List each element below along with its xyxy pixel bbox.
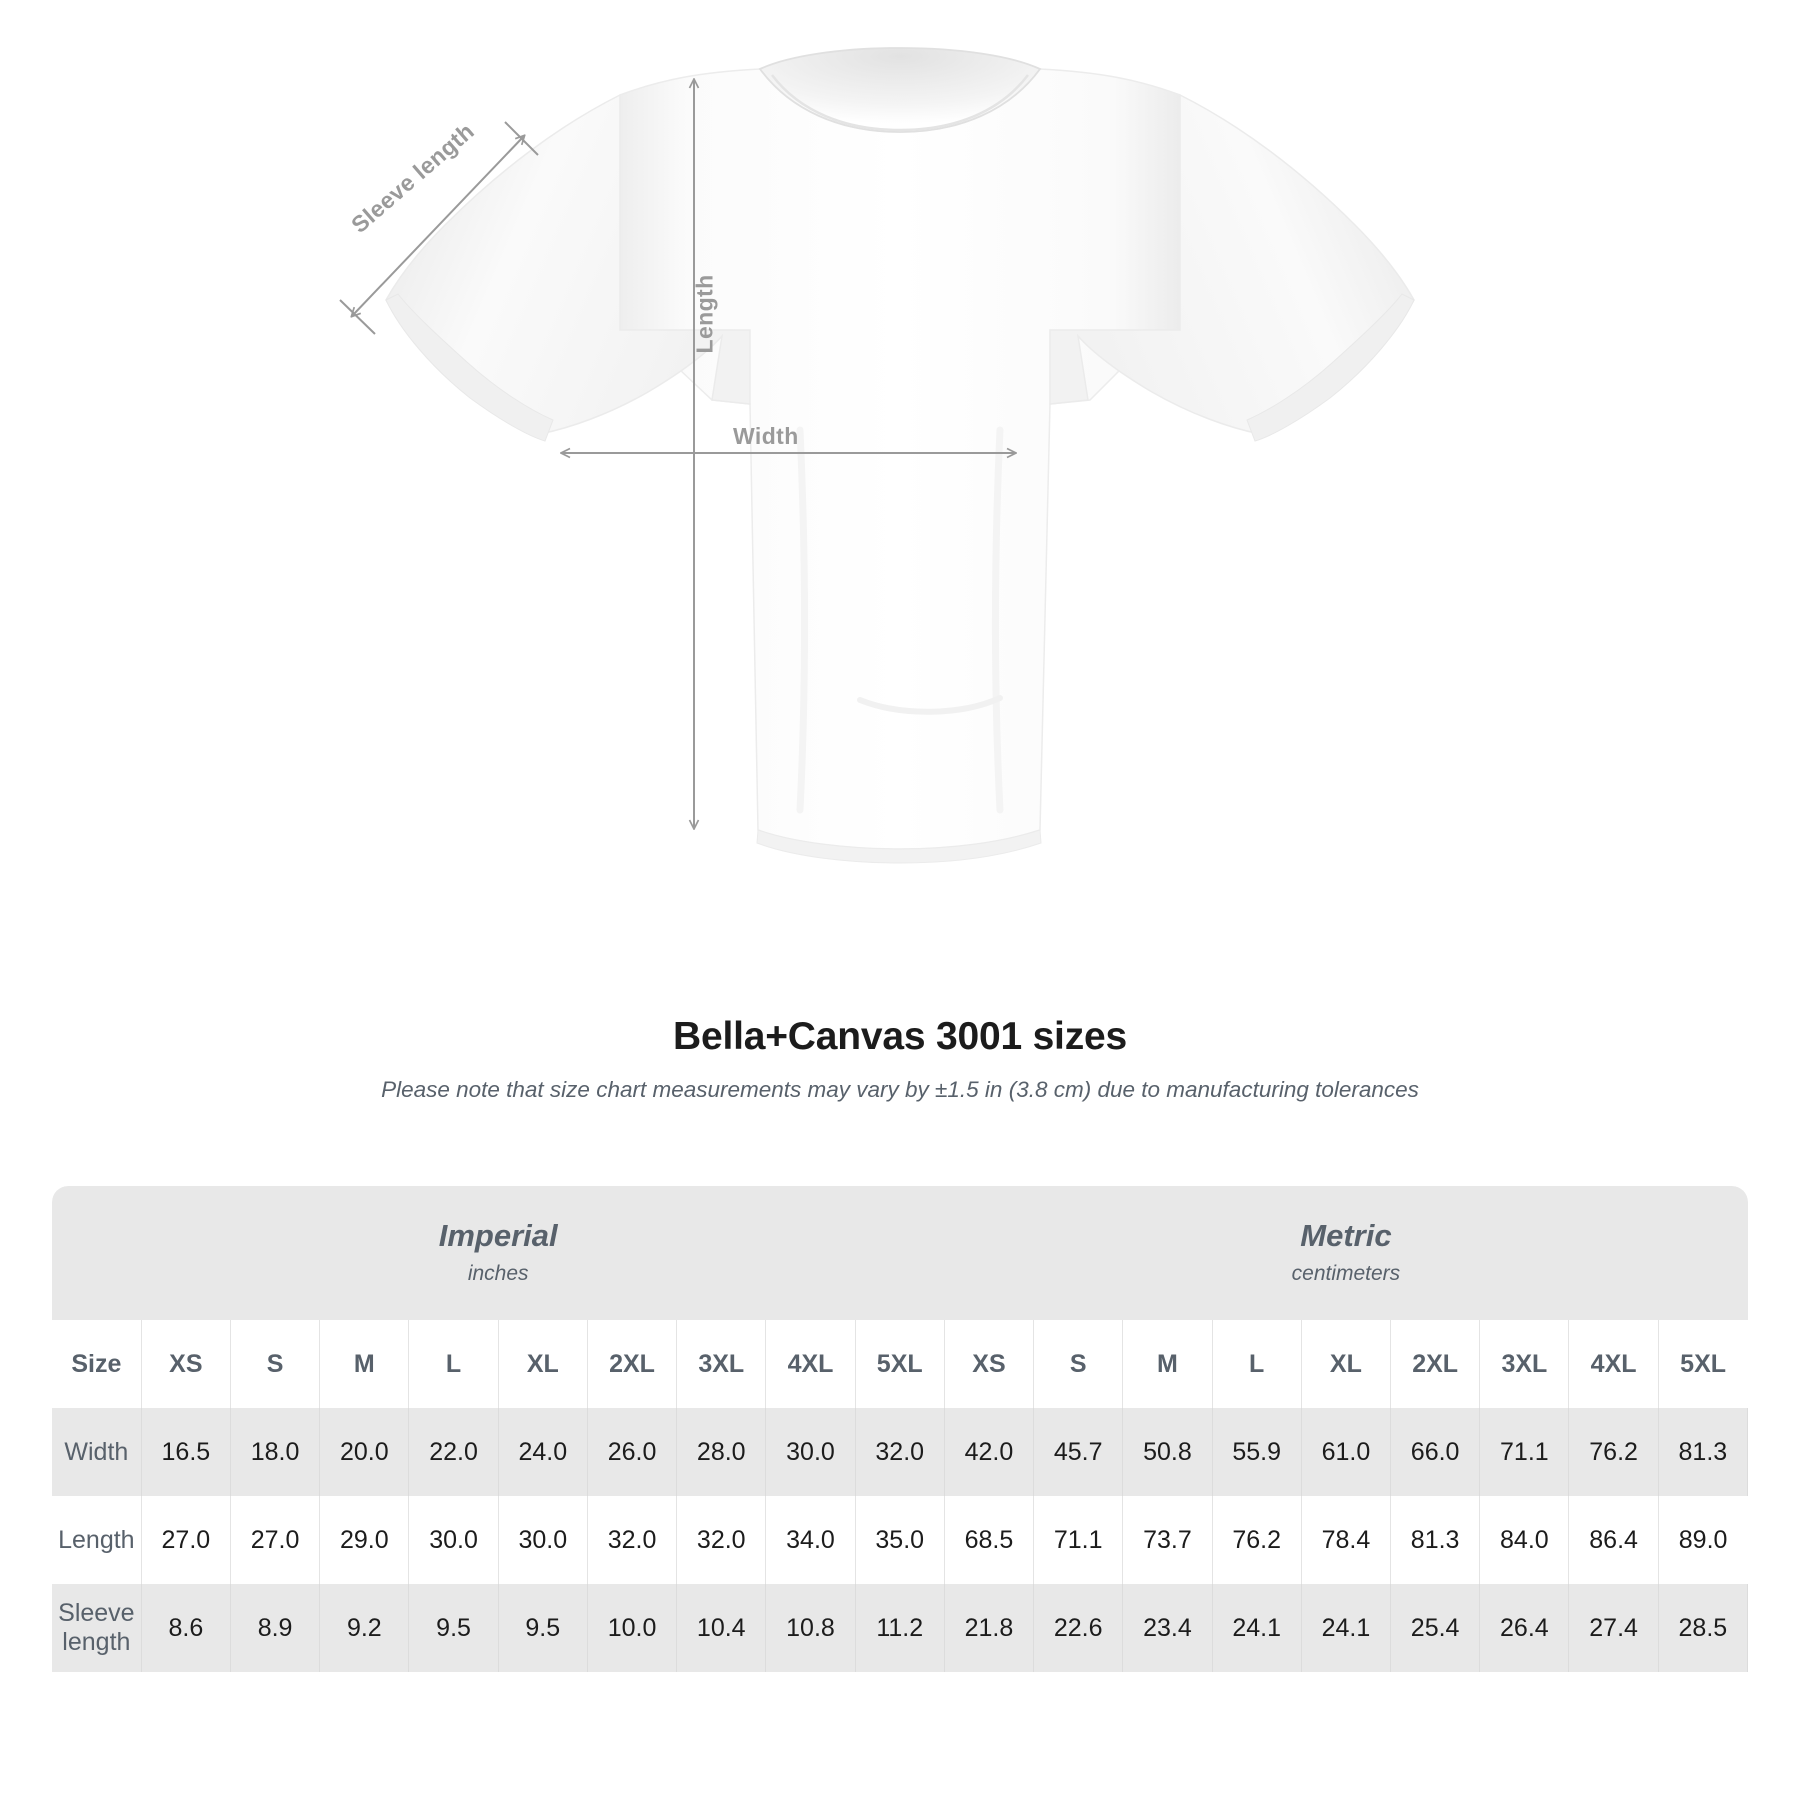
- unit-name-imperial: Imperial: [438, 1218, 558, 1254]
- cell-length-imperial-m: 29.0: [319, 1496, 410, 1584]
- unit-cell-imperial: Imperial inches: [52, 1186, 945, 1320]
- cell-length-imperial-5xl: 35.0: [855, 1496, 945, 1584]
- cell-width-imperial-l: 22.0: [408, 1408, 499, 1496]
- size-header-metric-3xl: 3XL: [1479, 1320, 1570, 1408]
- cell-width-imperial-xl: 24.0: [498, 1408, 588, 1496]
- cell-width-metric-4xl: 76.2: [1568, 1408, 1659, 1496]
- cell-width-metric-xs: 42.0: [943, 1408, 1035, 1496]
- cell-width-metric-l: 55.9: [1212, 1408, 1302, 1496]
- cell-sleeve-metric-xl: 24.1: [1301, 1584, 1392, 1672]
- cell-width-metric-2xl: 66.0: [1390, 1408, 1481, 1496]
- dimension-lines: [339, 80, 1015, 828]
- table-row: Sleeve length 8.6 8.9 9.2 9.5 9.5 10.0 1…: [52, 1584, 1748, 1672]
- cell-width-metric-m: 50.8: [1122, 1408, 1213, 1496]
- cell-width-imperial-3xl: 28.0: [676, 1408, 767, 1496]
- size-header-imperial-2xl: 2XL: [587, 1320, 678, 1408]
- cell-sleeve-metric-m: 23.4: [1122, 1584, 1213, 1672]
- cell-length-metric-s: 71.1: [1033, 1496, 1124, 1584]
- tshirt-diagram: Sleeve length Length Width: [339, 47, 1415, 864]
- cell-length-metric-m: 73.7: [1122, 1496, 1213, 1584]
- cell-length-metric-5xl: 89.0: [1658, 1496, 1748, 1584]
- row-label-sleeve-length: Sleeve length: [52, 1584, 142, 1672]
- cell-width-imperial-2xl: 26.0: [587, 1408, 678, 1496]
- cell-width-metric-5xl: 81.3: [1658, 1408, 1748, 1496]
- cell-sleeve-imperial-m: 9.2: [319, 1584, 410, 1672]
- cell-sleeve-imperial-3xl: 10.4: [676, 1584, 767, 1672]
- size-header-imperial-5xl: 5XL: [855, 1320, 945, 1408]
- cell-length-imperial-xs: 27.0: [141, 1496, 231, 1584]
- size-header-imperial-3xl: 3XL: [676, 1320, 767, 1408]
- cell-length-imperial-2xl: 32.0: [587, 1496, 678, 1584]
- width-label: Width: [733, 423, 799, 449]
- size-header-imperial-xs: XS: [141, 1320, 231, 1408]
- sleeve-length-dimension: [339, 121, 539, 335]
- cell-width-imperial-5xl: 32.0: [855, 1408, 945, 1496]
- size-header-row: Size XS S M L XL 2XL 3XL 4XL 5XL XS S M …: [52, 1320, 1748, 1408]
- cell-sleeve-imperial-5xl: 11.2: [855, 1584, 945, 1672]
- size-header-metric-5xl: 5XL: [1658, 1320, 1748, 1408]
- cell-width-metric-3xl: 71.1: [1479, 1408, 1570, 1496]
- cell-length-imperial-4xl: 34.0: [765, 1496, 856, 1584]
- size-header-label: Size: [52, 1320, 142, 1408]
- cell-width-metric-s: 45.7: [1033, 1408, 1124, 1496]
- cell-length-metric-3xl: 84.0: [1479, 1496, 1570, 1584]
- size-header-metric-l: L: [1212, 1320, 1302, 1408]
- cell-length-imperial-l: 30.0: [408, 1496, 499, 1584]
- cell-sleeve-metric-4xl: 27.4: [1568, 1584, 1659, 1672]
- cell-width-metric-xl: 61.0: [1301, 1408, 1392, 1496]
- cell-length-metric-xl: 78.4: [1301, 1496, 1392, 1584]
- cell-sleeve-metric-3xl: 26.4: [1479, 1584, 1570, 1672]
- table-row: Width 16.5 18.0 20.0 22.0 24.0 26.0 28.0…: [52, 1408, 1748, 1496]
- cell-length-imperial-3xl: 32.0: [676, 1496, 767, 1584]
- cell-length-metric-l: 76.2: [1212, 1496, 1302, 1584]
- cell-length-metric-xs: 68.5: [943, 1496, 1035, 1584]
- cell-sleeve-metric-5xl: 28.5: [1658, 1584, 1748, 1672]
- size-header-metric-2xl: 2XL: [1390, 1320, 1481, 1408]
- title-block: Bella+Canvas 3001 sizes Please note that…: [0, 1015, 1800, 1103]
- row-label-length: Length: [52, 1496, 142, 1584]
- size-header-metric-xs: XS: [943, 1320, 1035, 1408]
- cell-length-metric-2xl: 81.3: [1390, 1496, 1481, 1584]
- cell-sleeve-metric-2xl: 25.4: [1390, 1584, 1481, 1672]
- size-header-imperial-xl: XL: [498, 1320, 588, 1408]
- length-label: Length: [691, 274, 718, 354]
- cell-length-metric-4xl: 86.4: [1568, 1496, 1659, 1584]
- cell-sleeve-imperial-s: 8.9: [230, 1584, 321, 1672]
- cell-width-imperial-m: 20.0: [319, 1408, 410, 1496]
- size-header-metric-m: M: [1122, 1320, 1213, 1408]
- cell-sleeve-imperial-l: 9.5: [408, 1584, 499, 1672]
- size-header-metric-s: S: [1033, 1320, 1124, 1408]
- cell-sleeve-imperial-2xl: 10.0: [587, 1584, 678, 1672]
- tolerance-note: Please note that size chart measurements…: [381, 1077, 1419, 1102]
- cell-sleeve-metric-l: 24.1: [1212, 1584, 1302, 1672]
- shirt-shape: [385, 47, 1415, 864]
- unit-header-row: Imperial inches Metric centimeters: [52, 1186, 1748, 1320]
- cell-sleeve-metric-s: 22.6: [1033, 1584, 1124, 1672]
- size-header-imperial-s: S: [230, 1320, 321, 1408]
- size-chart-table: Imperial inches Metric centimeters Size …: [52, 1186, 1748, 1672]
- unit-sub-imperial: inches: [467, 1261, 529, 1285]
- cell-width-imperial-s: 18.0: [230, 1408, 321, 1496]
- unit-cell-metric: Metric centimeters: [944, 1186, 1748, 1320]
- cell-sleeve-imperial-xl: 9.5: [498, 1584, 588, 1672]
- size-header-metric-xl: XL: [1301, 1320, 1392, 1408]
- cell-length-imperial-xl: 30.0: [498, 1496, 588, 1584]
- row-label-width: Width: [52, 1408, 142, 1496]
- size-header-imperial-l: L: [408, 1320, 499, 1408]
- unit-name-metric: Metric: [1300, 1218, 1392, 1254]
- table-row: Length 27.0 27.0 29.0 30.0 30.0 32.0 32.…: [52, 1496, 1748, 1584]
- unit-sub-metric: centimeters: [1291, 1261, 1401, 1285]
- tshirt-illustration: [339, 47, 1415, 864]
- cell-width-imperial-xs: 16.5: [141, 1408, 231, 1496]
- size-header-metric-4xl: 4XL: [1568, 1320, 1659, 1408]
- size-header-imperial-4xl: 4XL: [765, 1320, 856, 1408]
- cell-sleeve-metric-xs: 21.8: [943, 1584, 1035, 1672]
- page-title: Bella+Canvas 3001 sizes: [673, 1015, 1127, 1058]
- cell-width-imperial-4xl: 30.0: [765, 1408, 856, 1496]
- cell-sleeve-imperial-xs: 8.6: [141, 1584, 231, 1672]
- cell-length-imperial-s: 27.0: [230, 1496, 321, 1584]
- cell-sleeve-imperial-4xl: 10.8: [765, 1584, 856, 1672]
- size-header-imperial-m: M: [319, 1320, 410, 1408]
- size-chart-table-wrap: Imperial inches Metric centimeters Size …: [52, 1186, 1748, 1672]
